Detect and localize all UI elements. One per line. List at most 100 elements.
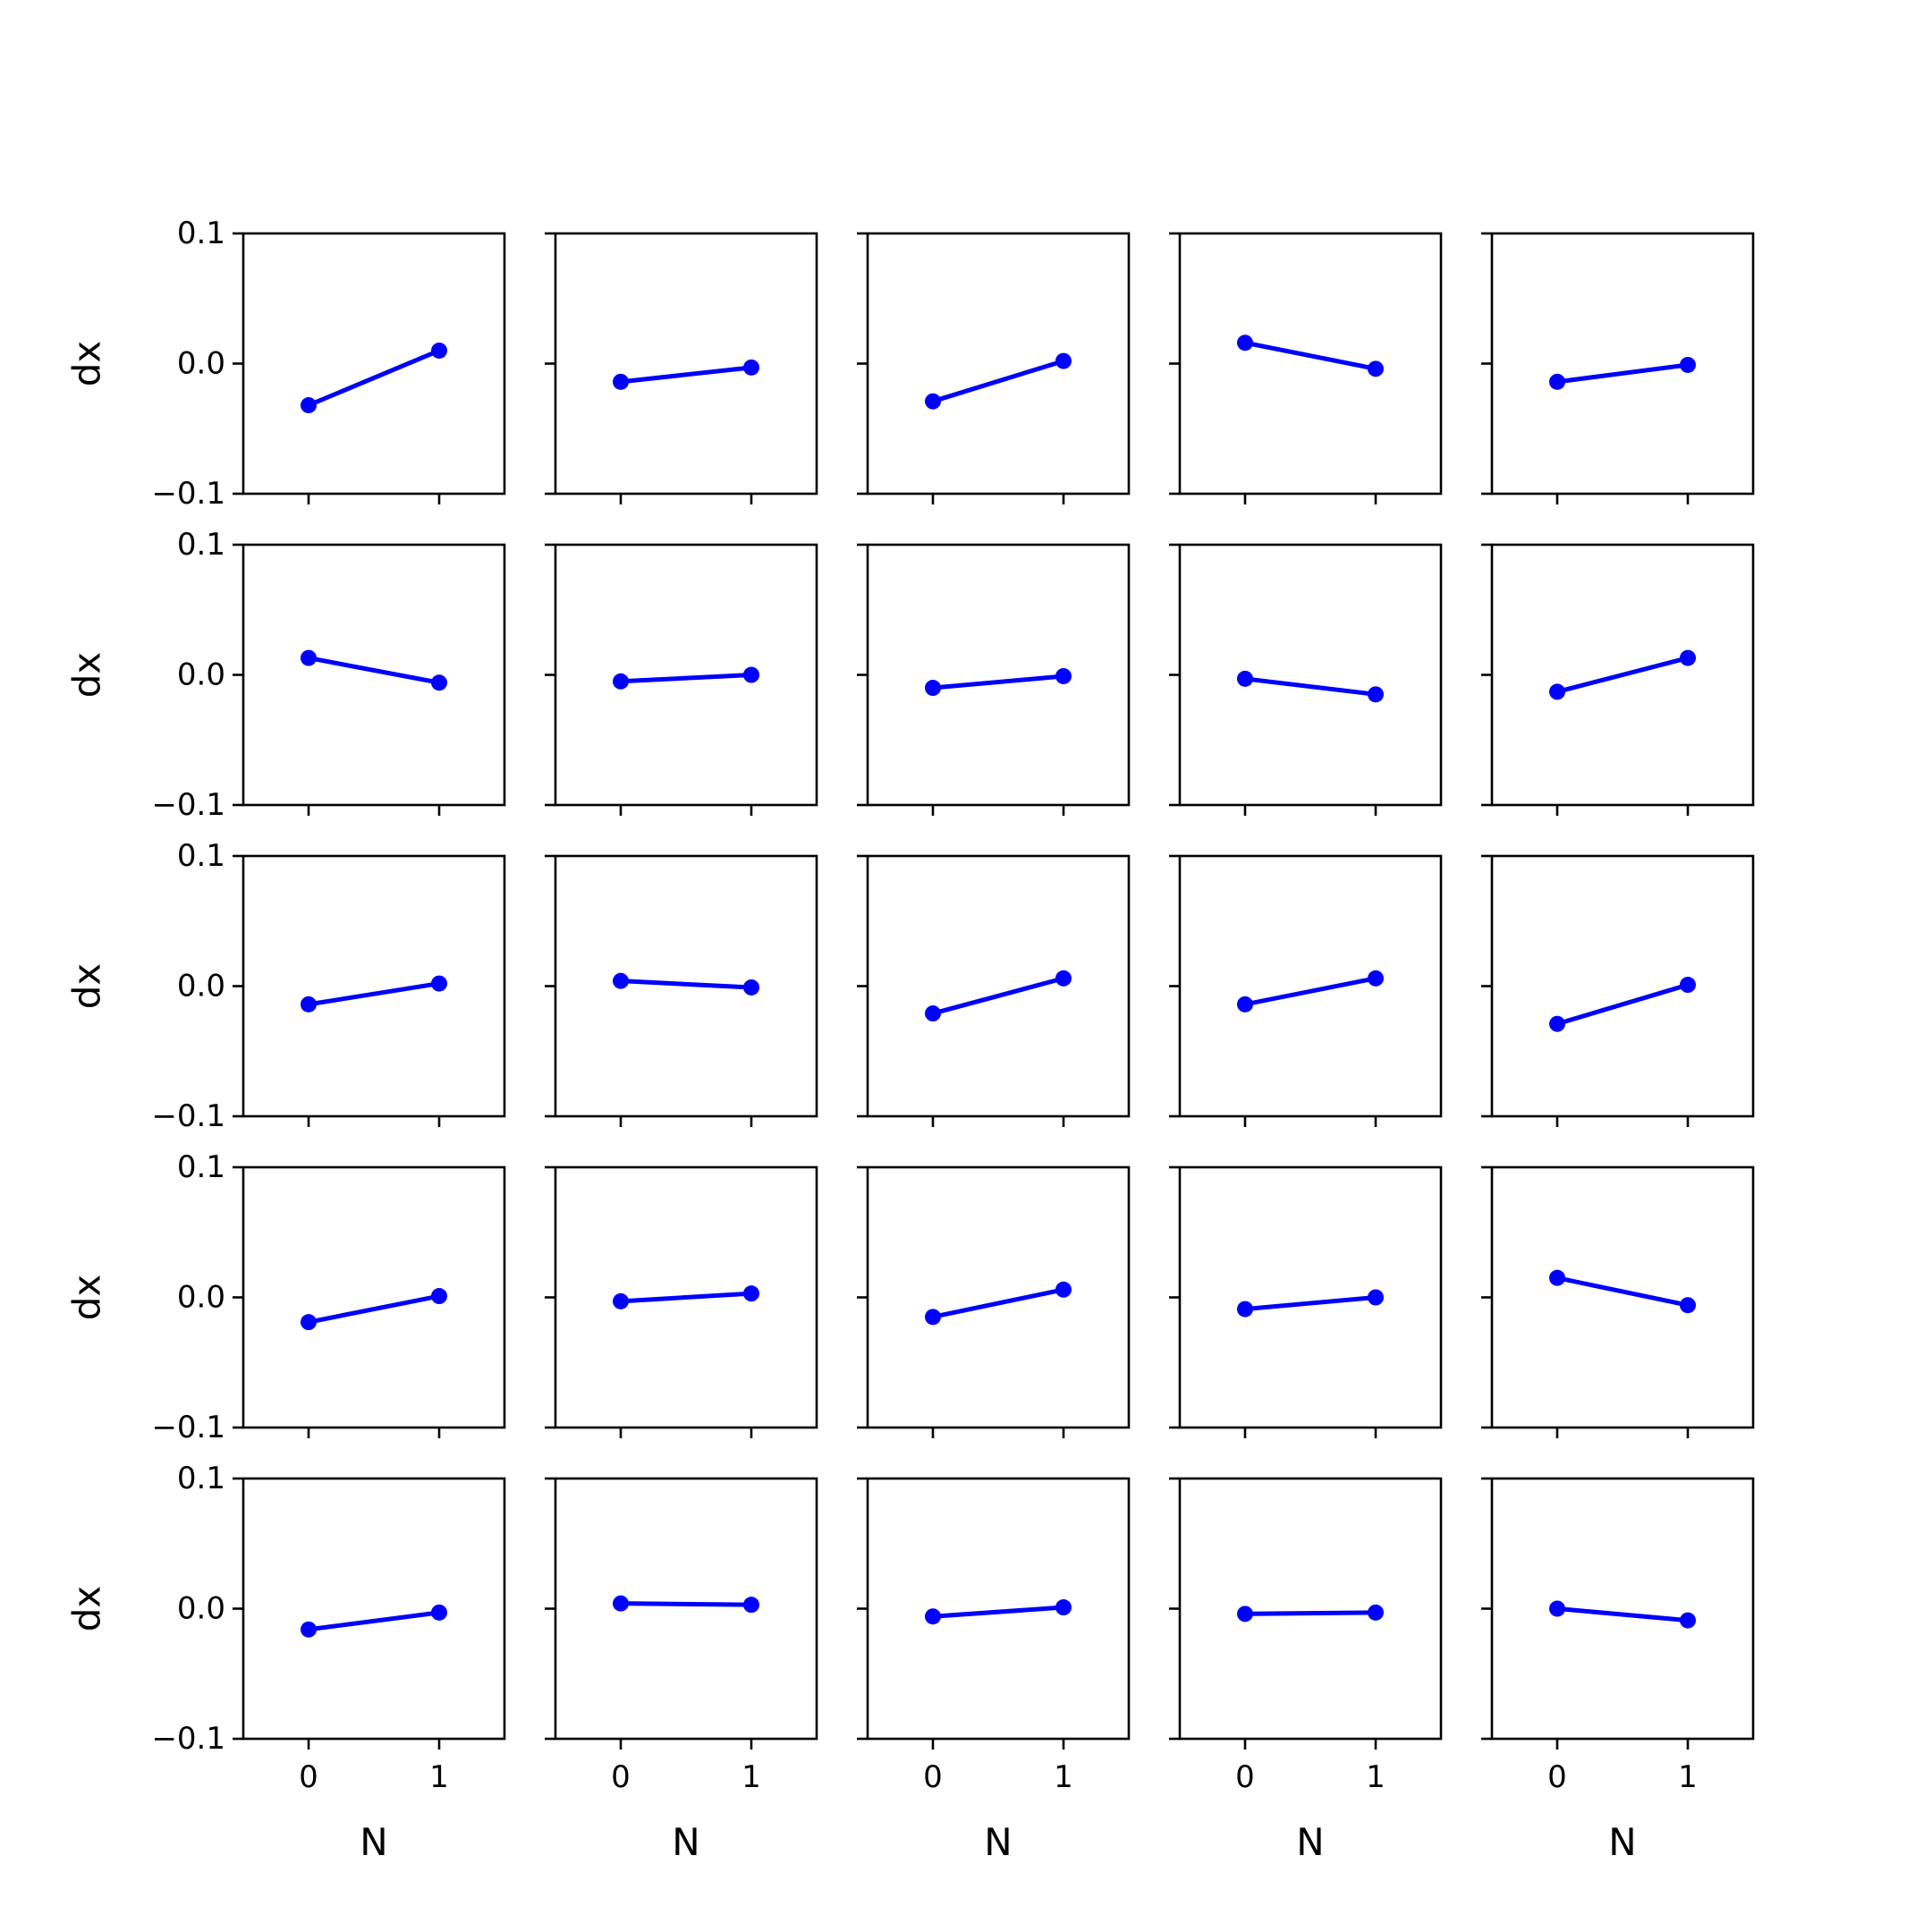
series-line xyxy=(620,365,752,385)
data-point xyxy=(613,1595,629,1612)
y-tick-label: 0.1 xyxy=(177,216,225,251)
series-line xyxy=(1244,340,1377,371)
subplot-r3-c2 xyxy=(545,854,818,1127)
subplot-r2-c4 xyxy=(1169,543,1443,816)
subplot-r2-c5 xyxy=(1481,543,1755,816)
y-axis-title: dx xyxy=(65,1275,109,1321)
x-tick-label: 1 xyxy=(429,1759,449,1795)
data-point xyxy=(1237,1301,1253,1318)
series-line xyxy=(308,981,440,1007)
data-point xyxy=(301,649,317,666)
x-tick-label: 0 xyxy=(923,1759,943,1795)
series-line xyxy=(308,1293,440,1325)
data-point xyxy=(1055,1599,1072,1616)
data-point xyxy=(1549,1600,1565,1617)
data-point xyxy=(1237,335,1253,352)
series-line xyxy=(1244,1295,1377,1312)
subplot-r4-c4 xyxy=(1169,1165,1443,1438)
y-tick-label: −0.1 xyxy=(151,1098,225,1134)
subplot-r1-c3 xyxy=(857,232,1131,504)
series-line xyxy=(932,976,1064,1016)
data-point xyxy=(1368,686,1384,703)
y-axis-title: dx xyxy=(65,652,109,699)
data-point xyxy=(743,979,759,996)
data-point xyxy=(1549,1269,1565,1286)
subplot-r5-c3: 0 1 N xyxy=(857,1477,1131,1864)
x-axis-title: N xyxy=(672,1820,699,1864)
series-line xyxy=(308,348,440,408)
data-point xyxy=(431,1604,447,1621)
series-line xyxy=(620,673,752,684)
data-point xyxy=(925,680,941,697)
data-point xyxy=(925,1005,941,1022)
data-point xyxy=(1237,1606,1253,1623)
y-tick-label: 0.0 xyxy=(177,346,225,382)
y-tick-label: 0.0 xyxy=(177,1280,225,1316)
series-line xyxy=(1556,982,1689,1027)
data-point xyxy=(613,673,629,690)
data-point xyxy=(1055,352,1072,369)
data-point xyxy=(743,1285,759,1302)
data-point xyxy=(925,393,941,410)
series-line xyxy=(1244,976,1377,1007)
x-axis-title: N xyxy=(1608,1820,1636,1864)
data-point xyxy=(1237,996,1253,1013)
series-line xyxy=(620,1601,752,1607)
data-point xyxy=(1368,970,1384,987)
series-line xyxy=(932,359,1064,404)
data-point xyxy=(613,972,629,989)
data-point xyxy=(1680,649,1696,666)
series-line xyxy=(1244,676,1377,697)
data-point xyxy=(1549,1015,1565,1032)
x-axis-title: N xyxy=(984,1820,1012,1864)
y-tick-label: 0.0 xyxy=(177,1591,225,1627)
data-point xyxy=(301,1621,317,1638)
data-point xyxy=(1680,356,1696,373)
y-tick-label: 0.1 xyxy=(177,1461,225,1496)
x-axis-title: N xyxy=(1296,1820,1324,1864)
y-tick-label: 0.1 xyxy=(177,1149,225,1185)
data-point xyxy=(301,1314,317,1331)
x-axis-title: N xyxy=(360,1820,387,1864)
x-tick-label: 1 xyxy=(1678,1759,1698,1795)
subplot-r2-c1: −0.1 0.0 0.1 dx xyxy=(65,527,506,823)
subplot-r4-c1: −0.1 0.0 0.1 dx xyxy=(65,1149,506,1445)
subplot-r3-c3 xyxy=(857,854,1131,1127)
y-tick-label: −0.1 xyxy=(151,1721,225,1757)
series-line xyxy=(1244,1610,1377,1616)
data-point xyxy=(925,1309,941,1326)
data-point xyxy=(1237,670,1253,687)
y-tick-label: −0.1 xyxy=(151,787,225,823)
data-point xyxy=(301,397,317,414)
subplot-r1-c1: −0.1 0.0 0.1 dx xyxy=(65,216,506,512)
series-line xyxy=(620,979,752,990)
data-point xyxy=(925,1608,941,1625)
subplot-r2-c2 xyxy=(545,543,818,816)
y-axis-title: dx xyxy=(65,1586,109,1632)
data-point xyxy=(431,674,447,691)
series-line xyxy=(308,1610,440,1632)
subplot-r3-c4 xyxy=(1169,854,1443,1127)
series-line xyxy=(1556,656,1689,694)
data-point xyxy=(1680,1297,1696,1314)
y-tick-label: 0.1 xyxy=(177,527,225,563)
data-point xyxy=(1368,1604,1384,1621)
series-line xyxy=(932,674,1064,691)
subplot-r3-c5 xyxy=(1481,854,1755,1127)
series-line xyxy=(932,1605,1064,1619)
subplot-r2-c3 xyxy=(857,543,1131,816)
data-point xyxy=(1368,1289,1384,1306)
subplot-r5-c2: 0 1 N xyxy=(545,1477,818,1864)
series-line xyxy=(1556,362,1689,385)
x-tick-label: 1 xyxy=(741,1759,761,1795)
y-tick-label: 0.0 xyxy=(177,969,225,1004)
data-point xyxy=(743,666,759,683)
series-line xyxy=(1556,1275,1689,1308)
data-point xyxy=(1055,970,1072,987)
data-point xyxy=(1680,977,1696,994)
subplot-r5-c1: −0.1 0.0 0.1 0 1 dx N xyxy=(65,1461,506,1864)
data-point xyxy=(1368,360,1384,377)
data-point xyxy=(431,975,447,992)
